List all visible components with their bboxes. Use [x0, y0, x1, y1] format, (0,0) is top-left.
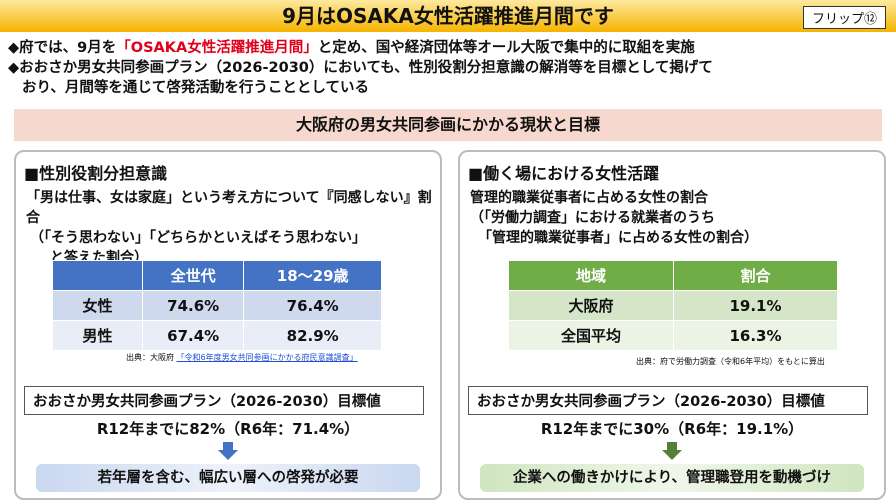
bullet-cont: おり、月間等を通じて啓発活動を行うこととしている [22, 80, 369, 96]
line: （「そう思わない」「どちらかといえばそう思わない」 [30, 230, 366, 246]
target-title: おおさか男女共同参画プラン（2026-2030）目標値 [24, 386, 424, 415]
text: 出典：大阪府 [126, 353, 174, 362]
heading: ■働く場における女性活躍 [468, 164, 660, 183]
bullet: ◆おおさか男女共同参画プラン（2026-2030）においても、性別役割分担意識の… [8, 60, 713, 76]
row-label: 全国平均 [508, 320, 674, 351]
panel: ■働く場における女性活躍 管理的職業従事者に占める女性の割合 （「労働力調査」に… [458, 150, 886, 500]
table: 全世代 18～29歳 女性 74.6% 76.4% 男性 67.4% 82.9% [52, 260, 382, 351]
highlight: 「OSAKA女性活躍推進月間」 [116, 40, 318, 56]
cell: 82.9% [243, 320, 382, 351]
arrow [662, 442, 682, 460]
cell: 74.6% [141, 290, 245, 321]
bullet: ◆府では、9月を「OSAKA女性活躍推進月間」と定め、国や経済団体等オール大阪で… [8, 36, 695, 57]
col-header: 18～29歳 [243, 260, 382, 291]
cell: 16.3% [673, 320, 838, 351]
line: 「管理的職業従事者」に占める女性の割合） [478, 230, 758, 246]
panel: ■性別役割分担意識 「男は仕事、女は家庭」という考え方について『同感しない』割合… [14, 150, 442, 500]
corner [52, 260, 143, 291]
conclusion: 企業への働きかけにより、管理職登用を動機づけ [480, 464, 864, 492]
cell: 67.4% [141, 320, 245, 351]
text: と定め、国や経済団体等オール大阪で集中的に取組を実施 [317, 40, 695, 56]
flip-label: フリップ⑫ [802, 6, 886, 29]
section-title: 大阪府の男女共同参画にかかる現状と目標 [14, 109, 882, 141]
row-label: 男性 [52, 320, 143, 351]
table: 地域 割合 大阪府 19.1% 全国平均 16.3% [508, 260, 838, 351]
cell: 76.4% [243, 290, 382, 321]
title-banner: 9月はOSAKA女性活躍推進月間です [0, 0, 896, 32]
col-header: 地域 [508, 260, 674, 291]
conclusion: 若年層を含む、幅広い層への啓発が必要 [36, 464, 420, 492]
target: R12年までに82%（R6年：71.4%） [96, 420, 360, 438]
line: 「男は仕事、女は家庭」という考え方について『同感しない』割合 [26, 190, 432, 226]
source: 出典：大阪府 「令和6年度男女共同参画にかかる府民意識調査」 [126, 352, 358, 363]
arrow [218, 442, 238, 460]
text: ◆府では、9月を [8, 40, 117, 56]
heading: ■性別役割分担意識 [24, 164, 168, 183]
row-label: 大阪府 [508, 290, 674, 321]
line: （「労働力調査」における就業者のうち [470, 210, 715, 226]
source: 出典：府で労働力調査（令和6年平均）をもとに算出 [636, 357, 825, 366]
source-link: 「令和6年度男女共同参画にかかる府民意識調査」 [176, 353, 358, 362]
target: R12年までに30%（R6年：19.1%） [540, 420, 804, 438]
row-label: 女性 [52, 290, 143, 321]
line: 管理的職業従事者に占める女性の割合 [470, 190, 708, 206]
target-title: おおさか男女共同参画プラン（2026-2030）目標値 [468, 386, 868, 415]
description: 「男は仕事、女は家庭」という考え方について『同感しない』割合 （「そう思わない」… [26, 188, 440, 268]
col-header: 割合 [673, 260, 838, 291]
description: 管理的職業従事者に占める女性の割合 （「労働力調査」における就業者のうち 「管理… [470, 188, 758, 248]
col-header: 全世代 [141, 260, 245, 291]
cell: 19.1% [673, 290, 838, 321]
